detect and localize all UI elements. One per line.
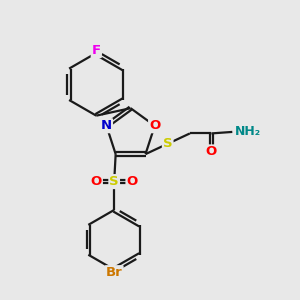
Text: S: S — [110, 175, 119, 188]
Text: F: F — [92, 44, 101, 57]
Text: N: N — [101, 119, 112, 132]
Text: NH₂: NH₂ — [235, 125, 261, 138]
Text: Br: Br — [106, 266, 123, 279]
Text: O: O — [127, 175, 138, 188]
Text: S: S — [163, 137, 172, 150]
Text: O: O — [206, 146, 217, 158]
Text: O: O — [91, 175, 102, 188]
Text: O: O — [149, 119, 160, 132]
